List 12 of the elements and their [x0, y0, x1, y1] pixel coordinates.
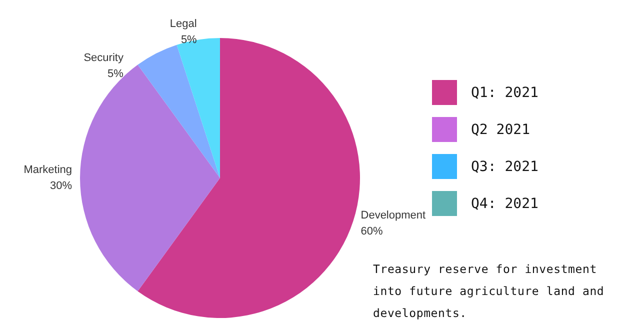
slice-label: Legal	[170, 18, 197, 30]
slice-label: Security	[84, 52, 124, 64]
text: Q3: 2021	[471, 158, 538, 174]
text: Q4: 2021	[471, 196, 538, 212]
text: Treasury reserve for investment into future agriculture land and developments.	[373, 261, 606, 322]
data-label: 5%	[108, 68, 124, 80]
text: Q2 2021	[471, 122, 530, 138]
text: Q1: 2021	[471, 84, 538, 100]
data-label: 30%	[50, 180, 72, 192]
slice-label: Development	[360, 210, 426, 222]
data-label: 60%	[360, 226, 383, 238]
slice-label: Marketing	[24, 164, 72, 176]
